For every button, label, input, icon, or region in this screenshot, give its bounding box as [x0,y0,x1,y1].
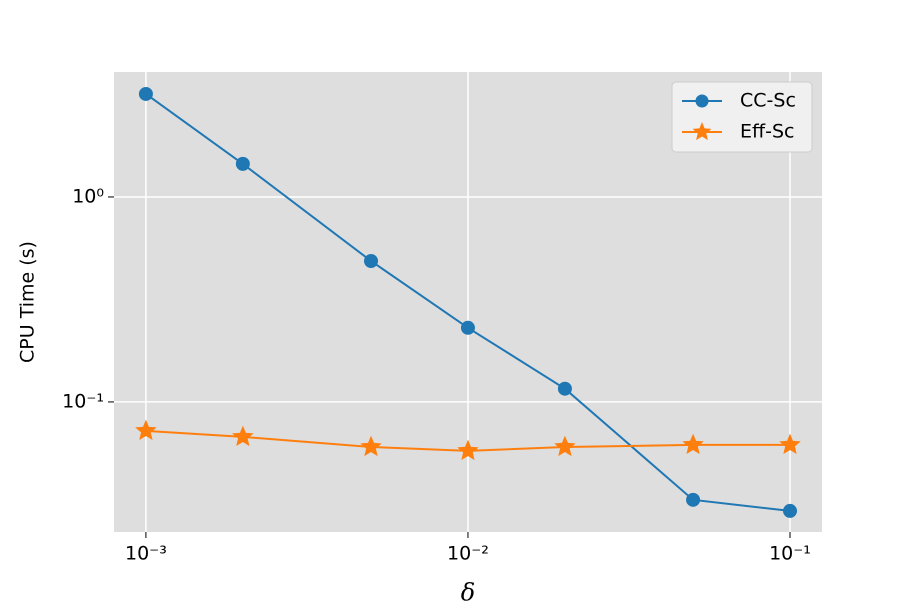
x-axis-label: δ [461,579,475,607]
y-tick-label: 10⁻¹ [62,390,104,412]
x-tick-label: 10⁻² [447,543,489,565]
circle-marker [138,86,153,101]
legend-marker [692,122,712,141]
star-marker [554,435,576,457]
x-tick-label: 10⁻¹ [769,543,811,565]
marks [135,86,801,518]
circle-marker [686,492,701,507]
legend-marker [695,94,709,108]
circle-marker [460,320,475,335]
star-marker [360,435,382,457]
legend: CC-Sc Eff-Sc [671,81,813,153]
circle-marker [364,254,379,269]
star-marker [682,433,704,455]
star-marker [135,419,157,441]
y-axis-label: CPU Time (s) [17,241,39,363]
circle-marker [235,156,250,171]
legend-label: CC-Sc [740,90,796,112]
legend-label: Eff-Sc [740,121,794,143]
x-tick-label: 10⁻³ [125,543,167,565]
circle-marker [557,381,572,396]
star-marker [779,433,801,455]
star-marker [232,425,254,447]
star-marker [457,439,479,461]
y-tick-label: 10⁰ [72,185,104,207]
circle-marker [783,503,798,518]
